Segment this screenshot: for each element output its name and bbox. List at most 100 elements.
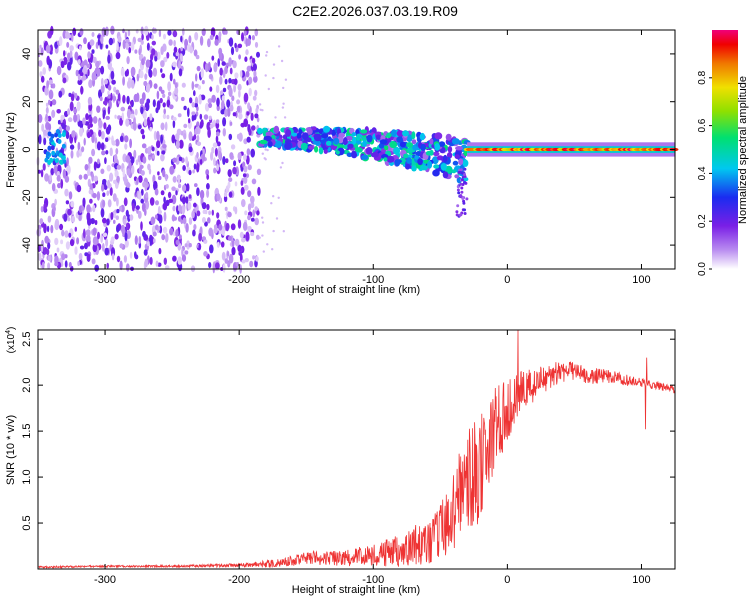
heatmap-cell [298, 128, 303, 135]
heatmap-cell [68, 191, 73, 200]
heatmap-cell [140, 188, 144, 196]
heatmap-cell [150, 216, 156, 225]
heatmap-cell [36, 228, 42, 237]
heatmap-cell [311, 126, 317, 131]
heatmap-cell [175, 52, 180, 57]
heatmap-cell [40, 243, 44, 253]
heatmap-cell [406, 134, 413, 142]
heatmap-cell [233, 78, 238, 85]
heatmap-cell [247, 203, 252, 212]
heatmap-cell [128, 47, 132, 54]
heatmap-cell [116, 164, 122, 170]
heatmap-cell [78, 252, 83, 261]
y-tick-label: 40 [21, 48, 33, 60]
heatmap-cell [251, 178, 257, 185]
heatmap-cell [181, 196, 186, 205]
heatmap-cell [139, 164, 144, 169]
heatmap-cell [43, 247, 48, 255]
heatmap-cell [113, 219, 116, 224]
heatmap-cell [103, 100, 108, 106]
heatmap-cell [210, 151, 214, 161]
heatmap-cell [79, 127, 83, 137]
heatmap-cell [261, 216, 264, 219]
heatmap-cell [44, 157, 49, 163]
heatmap-cell [151, 34, 154, 40]
heatmap-cell [272, 76, 275, 80]
heatmap-cell [265, 54, 268, 57]
heatmap-cell [247, 225, 252, 233]
heatmap-cell [87, 69, 90, 77]
heatmap-cell [236, 99, 241, 105]
heatmap-cell [216, 241, 220, 248]
heatmap-cell [281, 161, 284, 165]
heatmap-cell [128, 160, 132, 169]
heatmap-cell [43, 137, 47, 146]
heatmap-cell [76, 184, 82, 193]
heatmap-cell [95, 60, 100, 68]
heatmap-cell [282, 102, 285, 105]
heatmap-cell [447, 146, 453, 153]
heatmap-cell [115, 89, 120, 95]
heatmap-cell [215, 131, 220, 137]
heatmap-cell [335, 150, 340, 155]
heatmap-cell [211, 55, 215, 61]
heatmap-cell [451, 138, 460, 145]
heatmap-cell [221, 251, 226, 261]
heatmap-cell [224, 206, 228, 211]
heatmap-cell [163, 257, 167, 265]
heatmap-cell [188, 118, 191, 124]
heatmap-cell [57, 182, 61, 189]
heatmap-cell [45, 44, 51, 54]
heatmap-cell [432, 169, 440, 177]
heatmap-cell [101, 130, 105, 140]
heatmap-cell [123, 218, 127, 226]
heatmap-cell [39, 218, 44, 225]
heatmap-cell [124, 143, 128, 150]
heatmap-cell [102, 192, 106, 197]
heatmap-cell [116, 138, 119, 147]
y-tick-label: 2.0 [21, 378, 33, 393]
heatmap-cell [218, 150, 222, 160]
heatmap-cell [231, 246, 236, 256]
heatmap-cell [156, 130, 160, 141]
heatmap-cell [215, 262, 220, 270]
heatmap-cell [455, 210, 459, 214]
heatmap-cell [211, 146, 215, 154]
heatmap-cell [200, 68, 204, 79]
heatmap-cell [250, 195, 255, 204]
heatmap-cell [194, 128, 199, 135]
heatmap-cell [82, 67, 87, 75]
heatmap-cell [119, 117, 123, 126]
heatmap-cell [282, 230, 285, 233]
heatmap-cell [177, 174, 181, 185]
heatmap-cell [235, 110, 238, 119]
heatmap-cell [140, 170, 145, 176]
heatmap-cell [338, 132, 346, 138]
heatmap-cell [240, 180, 244, 186]
heatmap-cell [163, 108, 166, 115]
heatmap-cell [122, 76, 125, 86]
x-tick-label: 0 [504, 574, 510, 586]
heatmap-cell [44, 173, 49, 182]
heatmap-cell [123, 255, 127, 263]
heatmap-cell [87, 131, 91, 139]
heatmap-cell [92, 227, 97, 236]
heatmap-cell [160, 122, 165, 131]
heatmap-cell [127, 29, 131, 37]
heatmap-cell [302, 132, 309, 141]
heatmap-cell [229, 67, 233, 75]
heatmap-cell [162, 113, 167, 120]
heatmap-cell [246, 65, 252, 72]
heatmap-cell [100, 142, 105, 151]
heatmap-cell [218, 223, 223, 231]
heatmap-cell [208, 115, 212, 121]
heatmap-cell [213, 62, 218, 73]
heatmap-cell [427, 160, 433, 169]
heatmap-cell [226, 107, 231, 117]
heatmap-cell [196, 121, 200, 127]
heatmap-cell [157, 226, 161, 231]
heatmap-cell [105, 115, 110, 120]
heatmap-cell [125, 38, 130, 44]
heatmap-cell [247, 190, 252, 198]
heatmap-cell [243, 165, 248, 173]
